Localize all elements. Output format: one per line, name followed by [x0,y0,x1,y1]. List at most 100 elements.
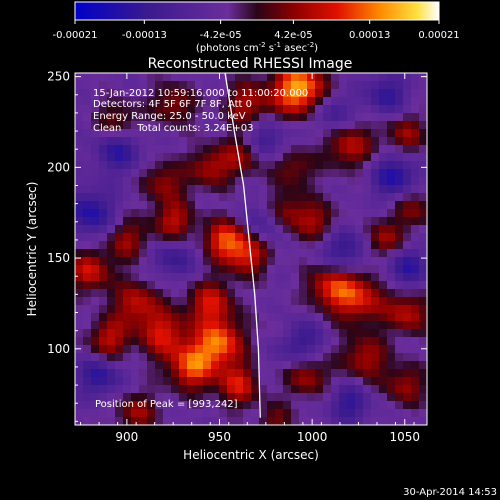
heatmap-cell [275,241,284,250]
heatmap-cell [235,313,244,322]
heatmap-cell [267,289,276,298]
heatmap-cell [299,249,308,258]
heatmap-cell [259,377,268,386]
heatmap-cell [227,297,236,306]
heatmap-cell [323,105,332,114]
heatmap-cell [179,225,188,234]
heatmap-cell [147,305,156,314]
heatmap-cell [403,265,412,274]
heatmap-cell [307,273,316,282]
heatmap-cell [331,289,340,298]
heatmap-cell [419,417,427,425]
heatmap-cell [283,329,292,338]
heatmap-cell [291,121,300,130]
heatmap-cell [323,233,332,242]
heatmap-cell [411,81,420,90]
heatmap-cell [99,361,108,370]
heatmap-cell [291,313,300,322]
heatmap-cell [315,81,324,90]
heatmap-cell [179,257,188,266]
heatmap-cell [331,233,340,242]
heatmap-cell [187,265,196,274]
heatmap-cell [171,257,180,266]
heatmap-cell [403,73,412,82]
heatmap-cell [411,153,420,162]
heatmap-cell [155,73,164,82]
heatmap-cell [107,217,116,226]
heatmap-cell [379,193,388,202]
heatmap-cell [91,417,100,425]
heatmap-cell [243,281,252,290]
heatmap-cell [299,81,308,90]
heatmap-cell [323,153,332,162]
heatmap-cell [195,313,204,322]
heatmap-cell [147,193,156,202]
heatmap-cell [315,393,324,402]
heatmap-cell [171,385,180,394]
heatmap-cell [227,417,236,425]
heatmap-cell [275,385,284,394]
heatmap-cell [235,129,244,138]
heatmap-cell [147,177,156,186]
heatmap-cell [283,417,292,425]
heatmap-cell [267,409,276,418]
heatmap-cell [307,153,316,162]
heatmap-cell [179,193,188,202]
heatmap-cell [371,129,380,138]
heatmap-cell [139,377,148,386]
heatmap-cell [211,209,220,218]
heatmap-cell [147,385,156,394]
heatmap-cell [403,225,412,234]
heatmap-cell [403,217,412,226]
heatmap-cell [371,225,380,234]
heatmap-cell [403,177,412,186]
heatmap-cell [91,385,100,394]
heatmap-cell [411,329,420,338]
heatmap-cell [275,273,284,282]
heatmap-cell [155,177,164,186]
heatmap-cell [203,89,212,98]
heatmap-cell [283,233,292,242]
heatmap-cell [211,105,220,114]
heatmap-cell [243,225,252,234]
heatmap-cell [131,201,140,210]
heatmap-cell [259,409,268,418]
heatmap-cell [355,73,364,82]
heatmap-cell [323,121,332,130]
heatmap-cell [195,361,204,370]
heatmap-cell [187,193,196,202]
heatmap-cell [379,97,388,106]
heatmap-cell [379,353,388,362]
heatmap-cell [291,289,300,298]
heatmap-cell [403,345,412,354]
heatmap-cell [139,393,148,402]
heatmap-cell [155,193,164,202]
heatmap-cell [267,193,276,202]
heatmap-cell [419,401,427,410]
heatmap-cell [299,137,308,146]
heatmap-cell [259,129,268,138]
heatmap-cell [235,121,244,130]
heatmap-cell [299,105,308,114]
heatmap-cell [115,313,124,322]
heatmap-cell [259,401,268,410]
heatmap-cell [131,361,140,370]
heatmap-cell [419,313,427,322]
heatmap-cell [323,265,332,274]
heatmap-cell [211,337,220,346]
heatmap-cell [371,233,380,242]
heatmap-cell [131,233,140,242]
heatmap-cell [243,105,252,114]
heatmap-cell [363,401,372,410]
heatmap-cell [179,273,188,282]
heatmap-cell [267,353,276,362]
heatmap-cell [307,329,316,338]
heatmap-cell [211,225,220,234]
heatmap-cell [219,249,228,258]
heatmap-cell [179,121,188,130]
heatmap-cell [387,169,396,178]
heatmap-cell [259,105,268,114]
heatmap-cell [339,353,348,362]
heatmap-cell [331,265,340,274]
heatmap-cell [155,169,164,178]
